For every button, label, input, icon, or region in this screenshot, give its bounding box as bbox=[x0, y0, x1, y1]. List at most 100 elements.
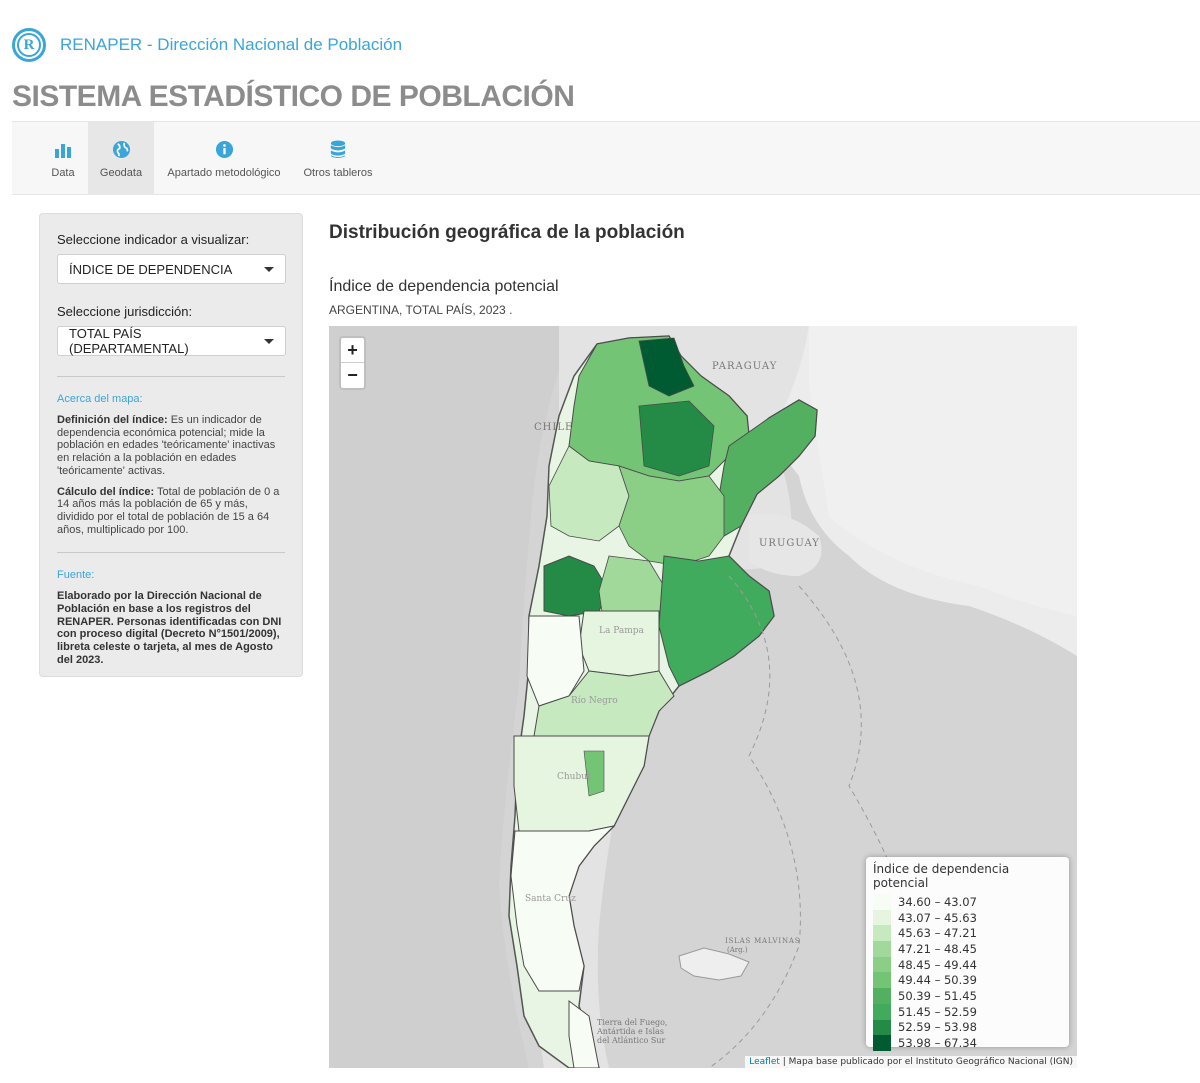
region-la-pampa bbox=[578, 610, 660, 677]
legend-swatch bbox=[873, 972, 891, 989]
source-heading: Fuente: bbox=[57, 569, 95, 582]
definition-label: Definición del índice: bbox=[57, 414, 168, 426]
legend-item: 47.21 – 48.45 bbox=[873, 941, 1062, 957]
region-chubut bbox=[513, 735, 650, 832]
legend-range: 48.45 – 49.44 bbox=[898, 957, 977, 972]
legend-range: 47.21 – 48.45 bbox=[898, 941, 977, 956]
indicator-select[interactable]: ÍNDICE DE DEPENDENCIA bbox=[57, 254, 286, 284]
region-center bbox=[618, 465, 725, 567]
legend-item: 50.39 – 51.45 bbox=[873, 988, 1062, 1004]
legend-swatch bbox=[873, 894, 891, 910]
maritime-boundary bbox=[708, 575, 801, 1068]
legend-item: 45.63 – 47.21 bbox=[873, 925, 1062, 942]
map-subtitle: ARGENTINA, TOTAL PAÍS, 2023 . bbox=[329, 303, 513, 317]
region-santa-cruz bbox=[510, 825, 616, 992]
legend-item: 49.44 – 50.39 bbox=[873, 972, 1062, 989]
legend-range: 52.59 – 53.98 bbox=[898, 1020, 977, 1035]
tab-otros-tableros[interactable]: Otros tableros bbox=[300, 122, 376, 195]
label-rio-negro: Río Negro bbox=[571, 696, 618, 706]
about-heading: Acerca del mapa: bbox=[57, 393, 143, 405]
legend-range: 53.98 – 67.34 bbox=[898, 1036, 977, 1051]
system-title: SISTEMA ESTADÍSTICO DE POBLACIÓN bbox=[12, 80, 575, 113]
globe-icon bbox=[112, 139, 131, 161]
bar-chart-icon bbox=[54, 139, 72, 161]
map-title: Índice de dependencia potencial bbox=[329, 278, 559, 295]
legend-range: 51.45 – 52.59 bbox=[898, 1004, 977, 1019]
legend-item: 51.45 – 52.59 bbox=[873, 1003, 1062, 1020]
uruguay-land bbox=[749, 513, 822, 576]
legend-item: 48.45 – 49.44 bbox=[873, 956, 1062, 973]
legend-item: 52.59 – 53.98 bbox=[873, 1019, 1062, 1036]
tab-geodata-label: Geodata bbox=[99, 166, 143, 179]
maritime-boundary-outer bbox=[798, 585, 930, 987]
legend-swatch bbox=[873, 956, 891, 973]
legend-rows: 34.60 – 43.07 43.07 – 45.63 45.63 – 47.21 4… bbox=[873, 894, 1062, 1051]
label-malvinas: ISLAS MALVINAS bbox=[725, 937, 801, 945]
map-legend: Índice de dependencia potencial 34.60 – … bbox=[866, 857, 1069, 1051]
renaper-logo: R bbox=[12, 28, 46, 62]
main-nav: Data Geodata Apartado metodológico Otros… bbox=[12, 121, 1200, 195]
label-tdf-line2: Antártida e Islas bbox=[597, 1027, 664, 1036]
definition-paragraph: Definición del índice: Es un indicador d… bbox=[57, 414, 285, 478]
jurisdiction-label: Seleccione jurisdicción: bbox=[57, 304, 193, 319]
leaflet-link[interactable]: Leaflet bbox=[749, 1057, 780, 1067]
chile-land bbox=[329, 326, 574, 1068]
logo-letter: R bbox=[17, 33, 41, 57]
calculation-label: Cálculo del índice: bbox=[57, 485, 155, 498]
definition-text: Es un indicador de dependencia económica… bbox=[57, 414, 276, 477]
calculation-text: Total de población de 0 a 14 años más la… bbox=[57, 485, 280, 536]
label-tdf-line1: Tierra del Fuego, bbox=[597, 1018, 668, 1027]
label-tierra-del-fuego: Tierra del Fuego, Antártida e Islas del … bbox=[597, 1018, 667, 1045]
legend-swatch bbox=[873, 988, 891, 1004]
legend-range: 49.44 – 50.39 bbox=[898, 973, 977, 988]
calculation-paragraph: Cálculo del índice: Total de población d… bbox=[57, 486, 285, 537]
legend-swatch bbox=[873, 1035, 891, 1051]
region-chubut-spot bbox=[583, 750, 605, 797]
choropleth-map[interactable]: PARAGUAY CHILE URUGUAY La Pampa Río Negr… bbox=[329, 326, 1077, 1068]
legend-item: 53.98 – 67.34 bbox=[873, 1035, 1062, 1051]
map-canvas[interactable] bbox=[329, 326, 1077, 1068]
brand-title[interactable]: RENAPER - Dirección Nacional de Població… bbox=[60, 35, 403, 54]
tab-metodologia-label: Apartado metodológico bbox=[167, 166, 281, 179]
legend-swatch bbox=[873, 925, 891, 942]
zoom-out-button[interactable]: − bbox=[347, 365, 358, 385]
tab-otros-label: Otros tableros bbox=[303, 166, 373, 179]
tab-data[interactable]: Data bbox=[50, 122, 76, 195]
label-paraguay: PARAGUAY bbox=[712, 361, 778, 372]
source-text: Elaborado por la Dirección Nacional de P… bbox=[57, 590, 282, 666]
legend-item: 43.07 – 45.63 bbox=[873, 909, 1062, 926]
legend-swatch bbox=[873, 941, 891, 957]
label-chile: CHILE bbox=[534, 422, 574, 433]
divider bbox=[57, 376, 285, 377]
legend-range: 50.39 – 51.45 bbox=[898, 988, 977, 1003]
tab-geodata[interactable]: Geodata bbox=[88, 122, 154, 195]
legend-swatch bbox=[873, 1019, 891, 1036]
legend-title: Índice de dependencia potencial bbox=[873, 862, 1010, 890]
legend-range: 45.63 – 47.21 bbox=[898, 926, 977, 941]
region-chaco-dark bbox=[638, 400, 715, 477]
region-tierra-del-fuego bbox=[568, 1000, 600, 1068]
legend-range: 43.07 – 45.63 bbox=[898, 910, 977, 925]
caret-down-icon bbox=[264, 338, 274, 344]
brazil-land bbox=[809, 326, 1077, 616]
legend-swatch bbox=[873, 1003, 891, 1020]
map-attribution: Leaflet | Mapa base publicado por el Ins… bbox=[745, 1056, 1077, 1068]
label-tdf-line3: del Atlántico Sur bbox=[597, 1036, 666, 1045]
tab-data-label: Data bbox=[51, 166, 75, 179]
legend-item: 34.60 – 43.07 bbox=[873, 894, 1062, 910]
zoom-in-button[interactable]: + bbox=[341, 338, 364, 363]
page-title: Distribución geográfica de la población bbox=[329, 222, 685, 243]
label-la-pampa: La Pampa bbox=[599, 626, 644, 636]
sidebar-panel: Seleccione indicador a visualizar: ÍNDIC… bbox=[39, 213, 303, 677]
info-icon bbox=[215, 139, 234, 161]
divider bbox=[57, 552, 285, 554]
caret-down-icon bbox=[264, 266, 274, 272]
label-uruguay: URUGUAY bbox=[759, 538, 820, 549]
legend-range: 34.60 – 43.07 bbox=[898, 894, 977, 909]
jurisdiction-select[interactable]: TOTAL PAÍS (DEPARTAMENTAL) bbox=[57, 326, 286, 356]
jurisdiction-select-value: TOTAL PAÍS (DEPARTAMENTAL) bbox=[69, 326, 189, 356]
label-chubut: Chubut bbox=[557, 772, 591, 782]
label-malvinas-note: (Arg.) bbox=[727, 946, 748, 954]
tab-metodologia[interactable]: Apartado metodológico bbox=[164, 122, 284, 195]
zoom-control: + − bbox=[339, 336, 366, 390]
